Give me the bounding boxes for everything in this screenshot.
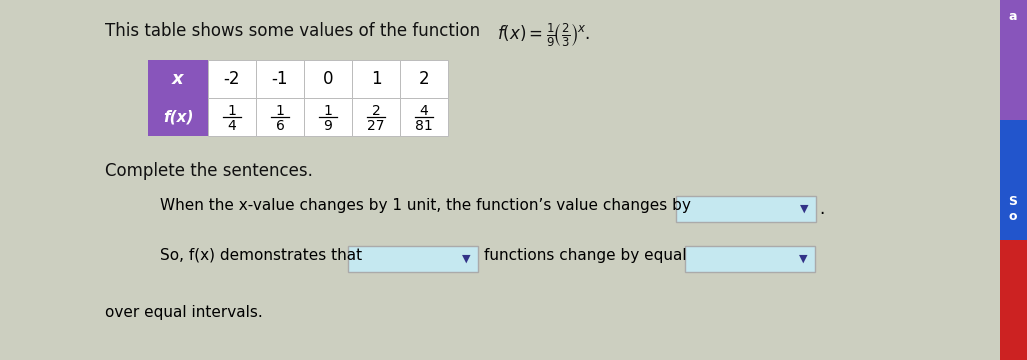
Text: f(x): f(x) [162,109,193,125]
Bar [148,60,208,98]
Bar [304,60,352,98]
Bar [256,98,304,136]
Text: over equal intervals.: over equal intervals. [105,305,263,320]
Bar [1000,240,1027,360]
Text: -2: -2 [224,70,240,88]
Text: .: . [819,200,825,218]
Bar [1000,120,1027,240]
Bar [685,246,815,272]
Bar [676,196,816,222]
Text: 1: 1 [324,104,333,118]
Text: 2: 2 [372,104,380,118]
Text: 0: 0 [322,70,333,88]
Text: Complete the sentences.: Complete the sentences. [105,162,313,180]
Text: a: a [1009,10,1018,23]
Bar [348,246,478,272]
Text: 2: 2 [419,70,429,88]
Bar [256,60,304,98]
Text: 1: 1 [228,104,236,118]
Text: 4: 4 [420,104,428,118]
Bar [208,98,256,136]
Text: 6: 6 [275,119,284,133]
Text: This table shows some values of the function: This table shows some values of the func… [105,22,486,40]
Bar [352,60,400,98]
Text: 1: 1 [275,104,284,118]
Text: 27: 27 [368,119,385,133]
Bar [1000,0,1027,120]
Text: o: o [1009,210,1018,223]
Text: functions change by equal: functions change by equal [484,248,687,263]
Text: $f(x) = \frac{1}{9}\!\left(\frac{2}{3}\right)^{\!x}$.: $f(x) = \frac{1}{9}\!\left(\frac{2}{3}\r… [497,22,591,49]
Bar [148,98,208,136]
Text: -1: -1 [272,70,289,88]
Text: x: x [173,70,184,88]
Text: ▼: ▼ [799,254,807,264]
Text: 81: 81 [415,119,432,133]
Bar [208,60,256,98]
Text: ▼: ▼ [800,204,808,214]
Text: When the x-value changes by 1 unit, the function’s value changes by: When the x-value changes by 1 unit, the … [160,198,691,213]
Text: 4: 4 [228,119,236,133]
Bar [400,60,448,98]
Text: S: S [1009,195,1018,208]
Text: So, f(x) demonstrates that: So, f(x) demonstrates that [160,248,363,263]
Bar [400,98,448,136]
Text: ▼: ▼ [462,254,470,264]
Bar [304,98,352,136]
Text: 1: 1 [371,70,381,88]
Text: 9: 9 [324,119,333,133]
Bar [352,98,400,136]
